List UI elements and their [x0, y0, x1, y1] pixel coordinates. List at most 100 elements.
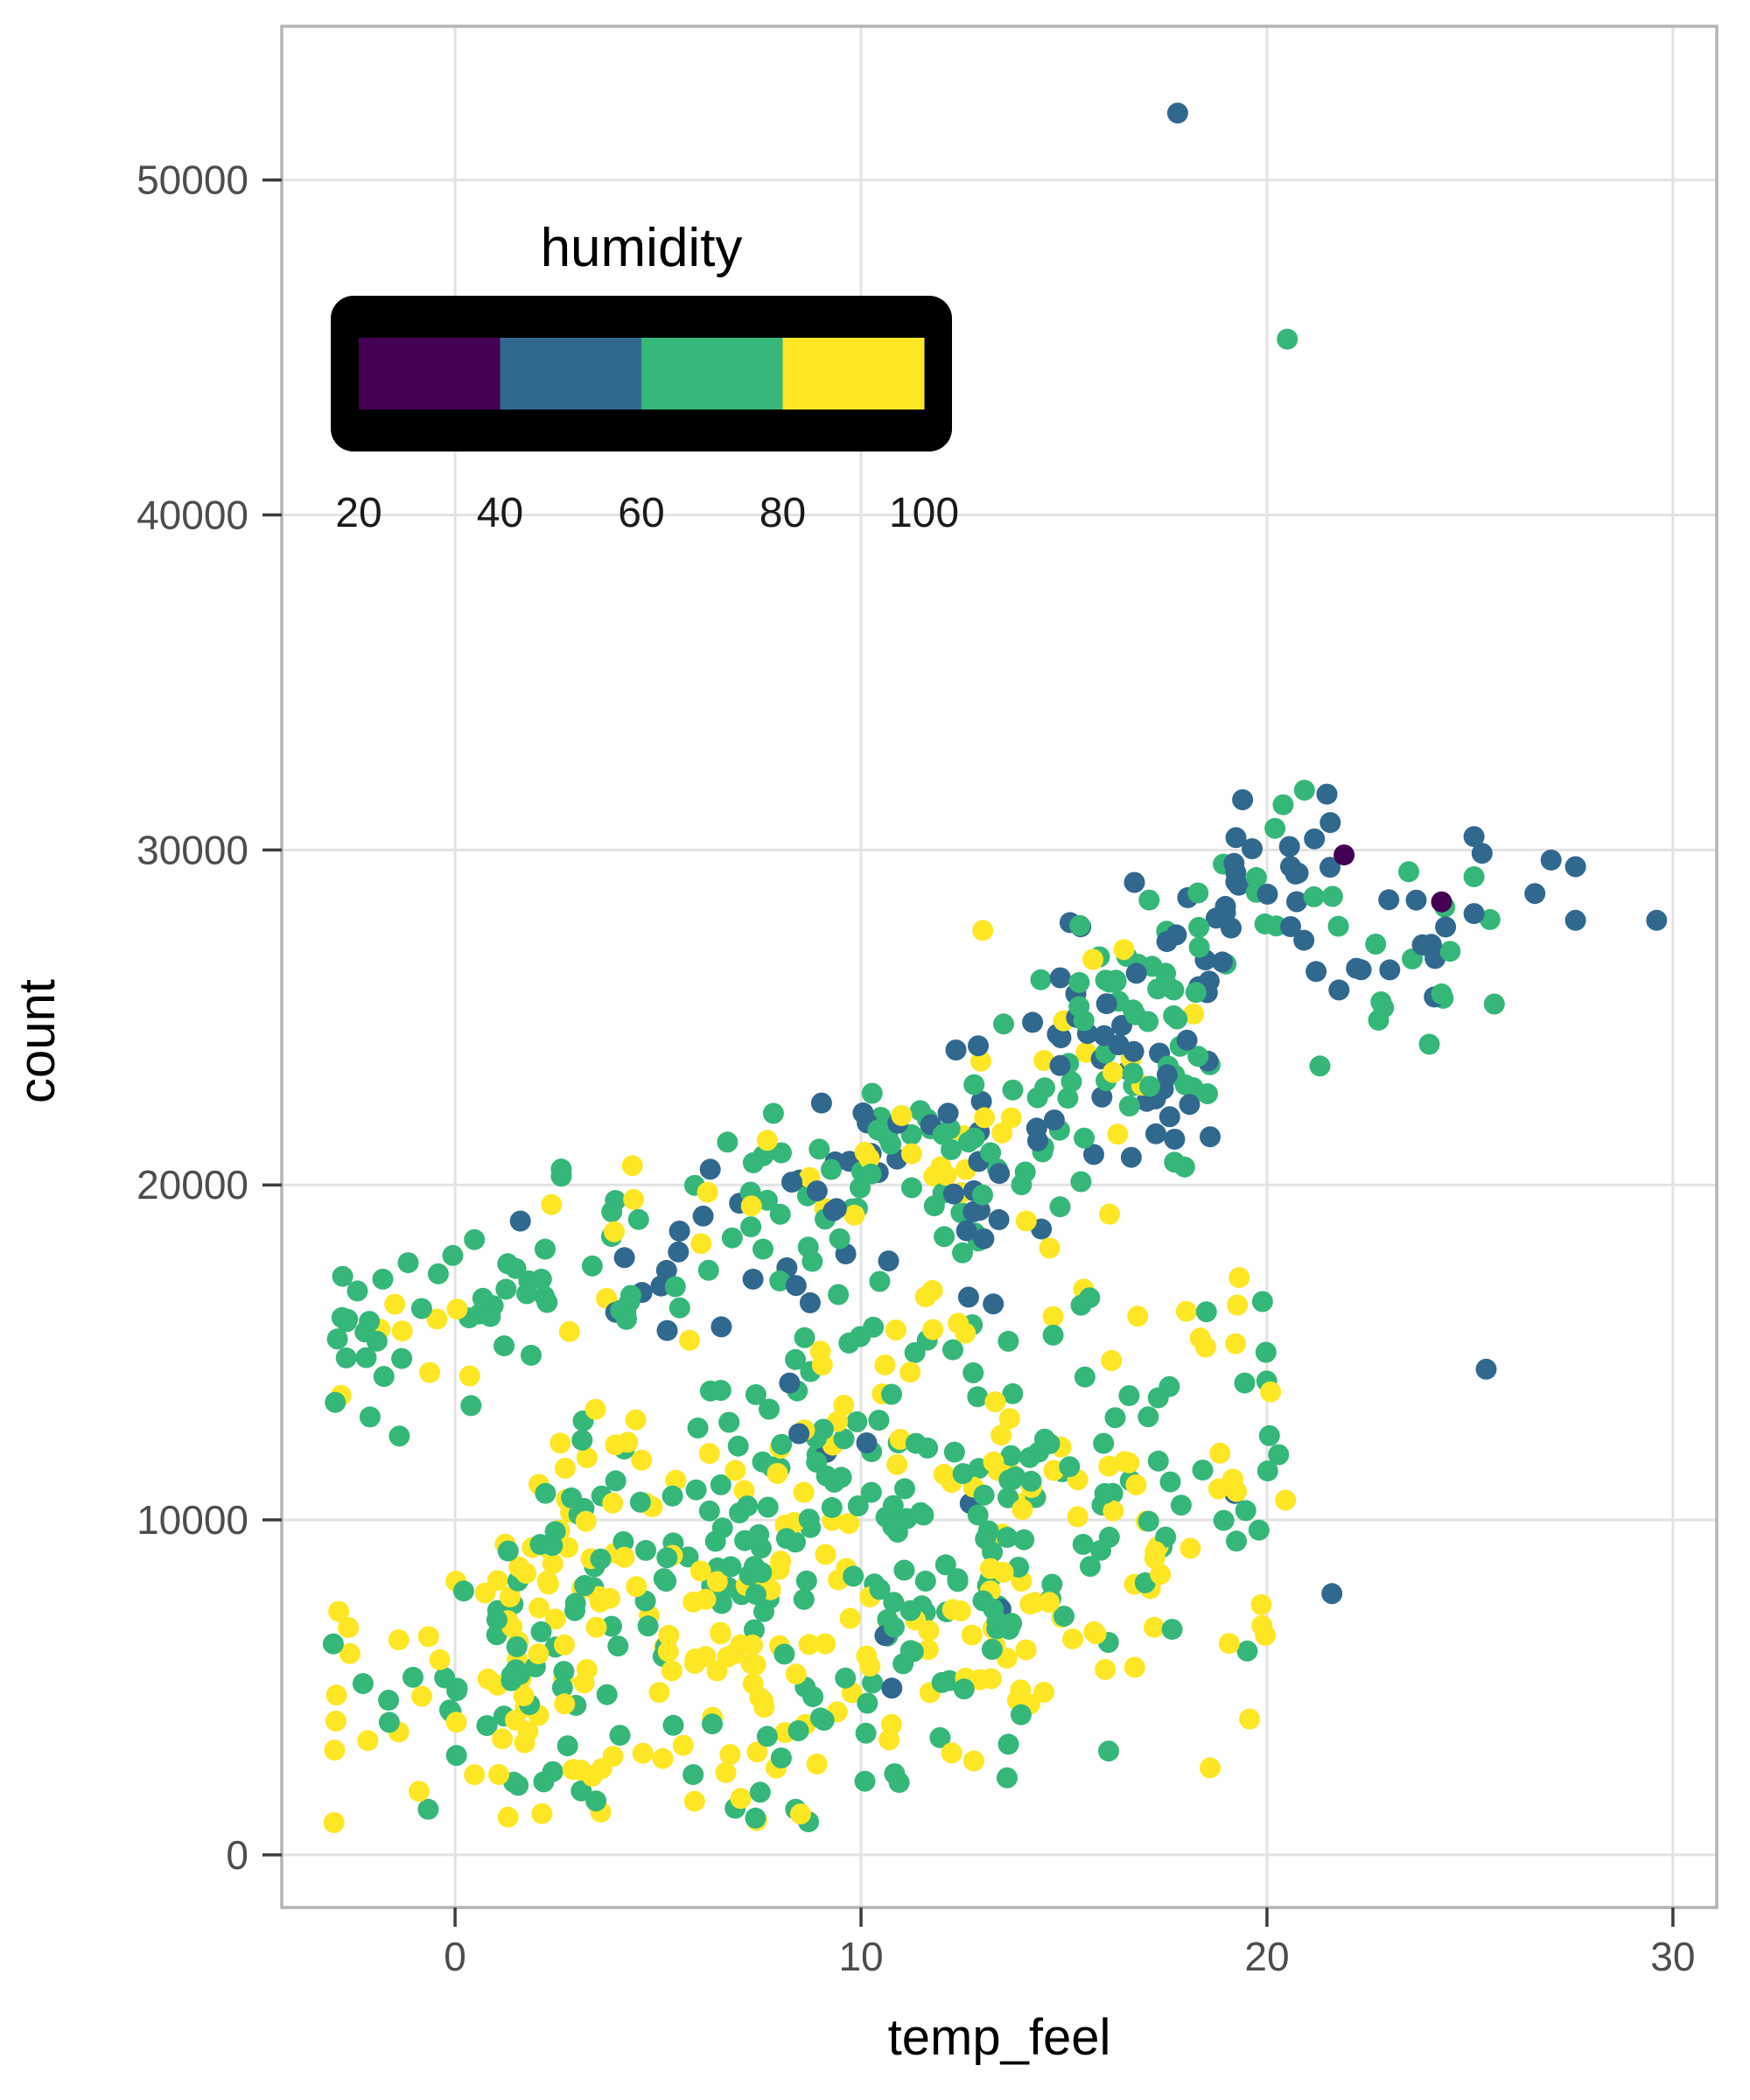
data-point: [1004, 1466, 1026, 1488]
data-point: [1327, 915, 1349, 937]
data-point: [596, 1684, 618, 1705]
data-point: [1212, 951, 1233, 973]
data-point: [1188, 916, 1210, 938]
data-point: [745, 1807, 766, 1829]
legend-tick-label: 80: [760, 490, 806, 536]
data-point: [1200, 1757, 1221, 1779]
data-point: [1010, 1679, 1032, 1701]
data-point: [1303, 886, 1325, 907]
data-point: [749, 1782, 771, 1803]
data-point: [581, 1765, 603, 1787]
data-point: [1049, 1054, 1071, 1076]
data-point: [802, 1250, 823, 1272]
data-point: [1155, 1526, 1177, 1548]
data-point: [1280, 916, 1301, 937]
data-point: [1090, 1539, 1111, 1561]
data-point: [1225, 1333, 1247, 1354]
data-point: [1180, 1537, 1201, 1559]
data-point: [1370, 991, 1392, 1012]
data-point: [1398, 861, 1419, 883]
data-point: [988, 1208, 1010, 1230]
data-point: [536, 1571, 558, 1592]
data-point: [464, 1228, 486, 1250]
data-point: [914, 1286, 936, 1308]
data-point: [1091, 1086, 1113, 1108]
data-point: [1226, 1480, 1248, 1502]
data-point: [891, 1104, 913, 1126]
data-point: [1125, 1474, 1147, 1495]
data-point: [963, 1127, 985, 1149]
data-point: [993, 1013, 1014, 1035]
data-point: [710, 1316, 732, 1338]
data-point: [672, 1734, 694, 1756]
data-point: [535, 1238, 556, 1260]
data-point: [1118, 1385, 1140, 1406]
data-point: [1138, 1011, 1158, 1032]
data-point: [1187, 1046, 1209, 1068]
data-point: [902, 1641, 924, 1662]
data-point: [609, 1725, 631, 1746]
data-point: [810, 1092, 832, 1114]
data-point: [1170, 1494, 1192, 1516]
data-point: [828, 1284, 850, 1306]
data-point: [1095, 970, 1116, 991]
data-point: [531, 1802, 553, 1824]
data-point: [768, 1558, 790, 1580]
data-point: [492, 1728, 514, 1750]
data-point: [855, 1722, 877, 1744]
data-point: [1049, 967, 1071, 989]
data-point: [324, 1740, 346, 1761]
data-point: [445, 1745, 467, 1767]
data-point: [981, 1639, 1003, 1660]
data-point: [929, 1726, 951, 1748]
data-point: [833, 1395, 855, 1416]
data-point: [785, 1275, 807, 1297]
y-tick-label: 30000: [136, 827, 248, 872]
legend-tick-label: 20: [335, 490, 382, 536]
data-point: [806, 1452, 828, 1473]
data-point: [934, 1226, 956, 1248]
data-point: [1014, 1161, 1036, 1183]
data-point: [986, 1610, 1008, 1632]
data-point: [1278, 836, 1300, 858]
data-point: [564, 1592, 586, 1614]
data-point: [1102, 1500, 1124, 1522]
data-point: [991, 1122, 1013, 1144]
data-point: [1147, 1450, 1169, 1472]
data-point: [1208, 1478, 1229, 1500]
data-point: [1225, 862, 1247, 884]
data-point: [1368, 1009, 1390, 1031]
data-point: [325, 1710, 346, 1732]
data-point: [631, 1449, 653, 1471]
data-point: [883, 1592, 905, 1614]
data-point: [1463, 826, 1485, 848]
data-point: [574, 1575, 596, 1596]
data-point: [942, 1183, 964, 1205]
data-point: [771, 1142, 792, 1164]
data-point: [427, 1263, 449, 1284]
data-point: [721, 1227, 743, 1249]
data-point: [968, 1035, 989, 1057]
data-point: [486, 1609, 508, 1631]
data-point: [1144, 1616, 1165, 1638]
data-point: [1245, 866, 1267, 888]
data-point: [939, 1118, 961, 1139]
data-point: [652, 1747, 674, 1769]
data-point: [513, 1685, 535, 1707]
data-point: [1187, 882, 1209, 904]
data-point: [1250, 1593, 1272, 1615]
data-point: [1192, 1460, 1214, 1481]
data-point: [799, 1292, 821, 1313]
data-point: [918, 1620, 940, 1642]
data-point: [829, 1228, 850, 1250]
data-point: [322, 1633, 344, 1655]
data-point: [1166, 102, 1188, 124]
data-point: [605, 1470, 626, 1492]
data-point: [550, 1432, 571, 1454]
data-point: [974, 1107, 996, 1129]
data-point: [862, 1672, 884, 1694]
data-point: [752, 1238, 774, 1260]
data-point: [973, 1228, 995, 1250]
data-point: [352, 1673, 374, 1695]
data-point: [506, 1636, 528, 1657]
